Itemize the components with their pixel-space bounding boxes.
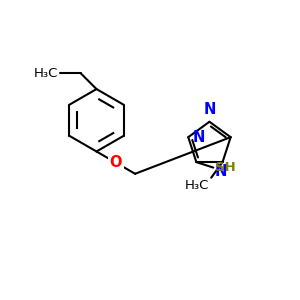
Text: N: N	[193, 130, 205, 145]
Text: H₃C: H₃C	[34, 67, 58, 80]
Text: SH: SH	[215, 161, 236, 174]
Text: N: N	[215, 164, 227, 178]
Text: N: N	[203, 102, 216, 117]
Text: O: O	[110, 155, 122, 170]
Text: H₃C: H₃C	[184, 179, 209, 192]
